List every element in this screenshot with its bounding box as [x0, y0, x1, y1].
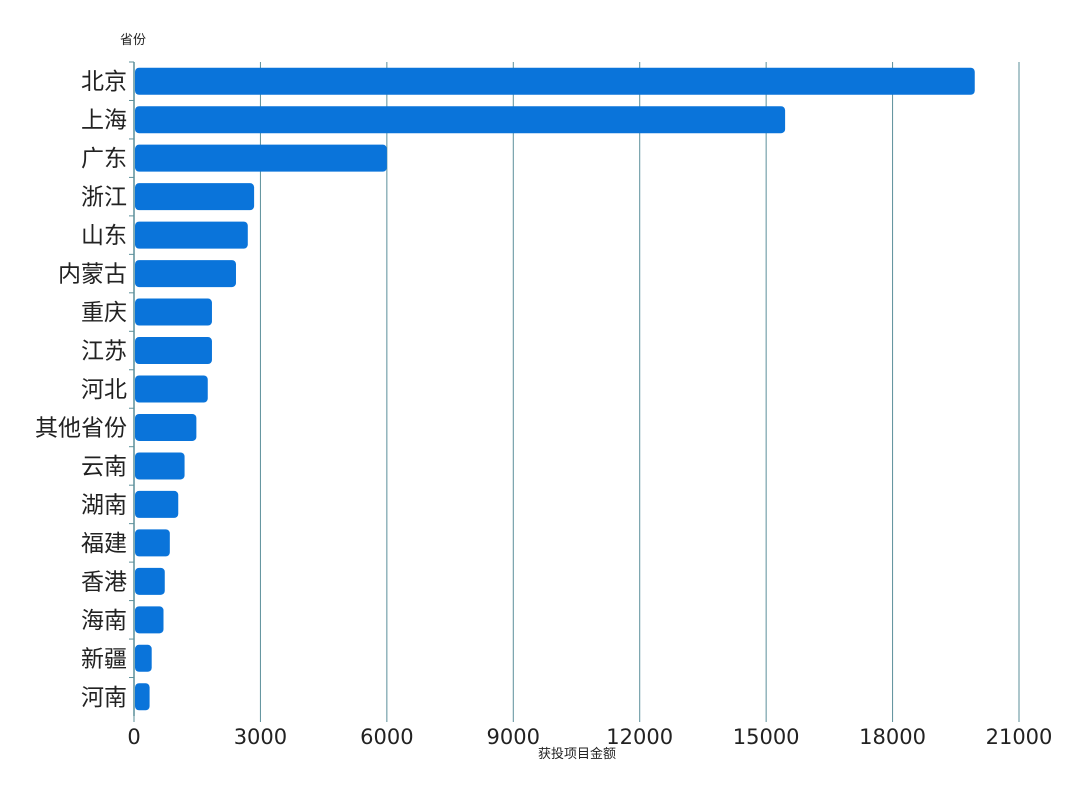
bar-4	[135, 221, 248, 249]
bar-7	[135, 337, 212, 365]
grid-lines	[259, 62, 1020, 716]
bar-13	[135, 567, 165, 595]
category-label-8: 河北	[81, 377, 127, 403]
bars	[135, 67, 975, 711]
category-label-10: 云南	[81, 454, 127, 480]
x-tick-label-2: 6000	[360, 725, 413, 749]
bar-16	[135, 683, 150, 711]
x-tick-label-3: 9000	[487, 725, 540, 749]
category-label-4: 山东	[81, 223, 127, 249]
x-tick-label-7: 21000	[986, 725, 1053, 749]
bar-1	[135, 106, 786, 134]
x-tick-label-5: 15000	[733, 725, 800, 749]
category-label-15: 新疆	[81, 646, 127, 672]
x-tick-label-1: 3000	[234, 725, 287, 749]
category-label-14: 海南	[81, 608, 127, 634]
category-label-11: 湖南	[81, 492, 127, 518]
category-label-1: 上海	[81, 108, 127, 134]
bar-11	[135, 490, 179, 518]
category-label-3: 浙江	[81, 185, 127, 211]
bar-6	[135, 298, 212, 326]
category-label-16: 河南	[81, 685, 127, 711]
x-axis-title: 获投项目金额	[538, 746, 616, 762]
bar-14	[135, 606, 164, 634]
bar-3	[135, 183, 255, 211]
axes	[129, 61, 1020, 722]
bar-10	[135, 452, 185, 480]
category-label-12: 福建	[81, 531, 127, 557]
y-axis-title: 省份	[120, 33, 146, 48]
bar-9	[135, 413, 197, 441]
category-label-0: 北京	[81, 69, 127, 95]
bar-5	[135, 260, 236, 288]
category-label-6: 重庆	[81, 300, 127, 326]
bar-12	[135, 529, 170, 557]
x-tick-label-6: 18000	[859, 725, 926, 749]
bar-15	[135, 644, 152, 672]
bar-8	[135, 375, 208, 403]
category-label-7: 江苏	[81, 339, 127, 365]
category-label-9: 其他省份	[35, 415, 127, 441]
bar-0	[135, 67, 975, 95]
bar-2	[135, 144, 387, 172]
category-label-13: 香港	[81, 569, 127, 595]
category-label-2: 广东	[81, 146, 127, 172]
category-label-5: 内蒙古	[58, 262, 127, 288]
x-tick-label-4: 12000	[606, 725, 673, 749]
x-tick-label-0: 0	[127, 725, 140, 749]
